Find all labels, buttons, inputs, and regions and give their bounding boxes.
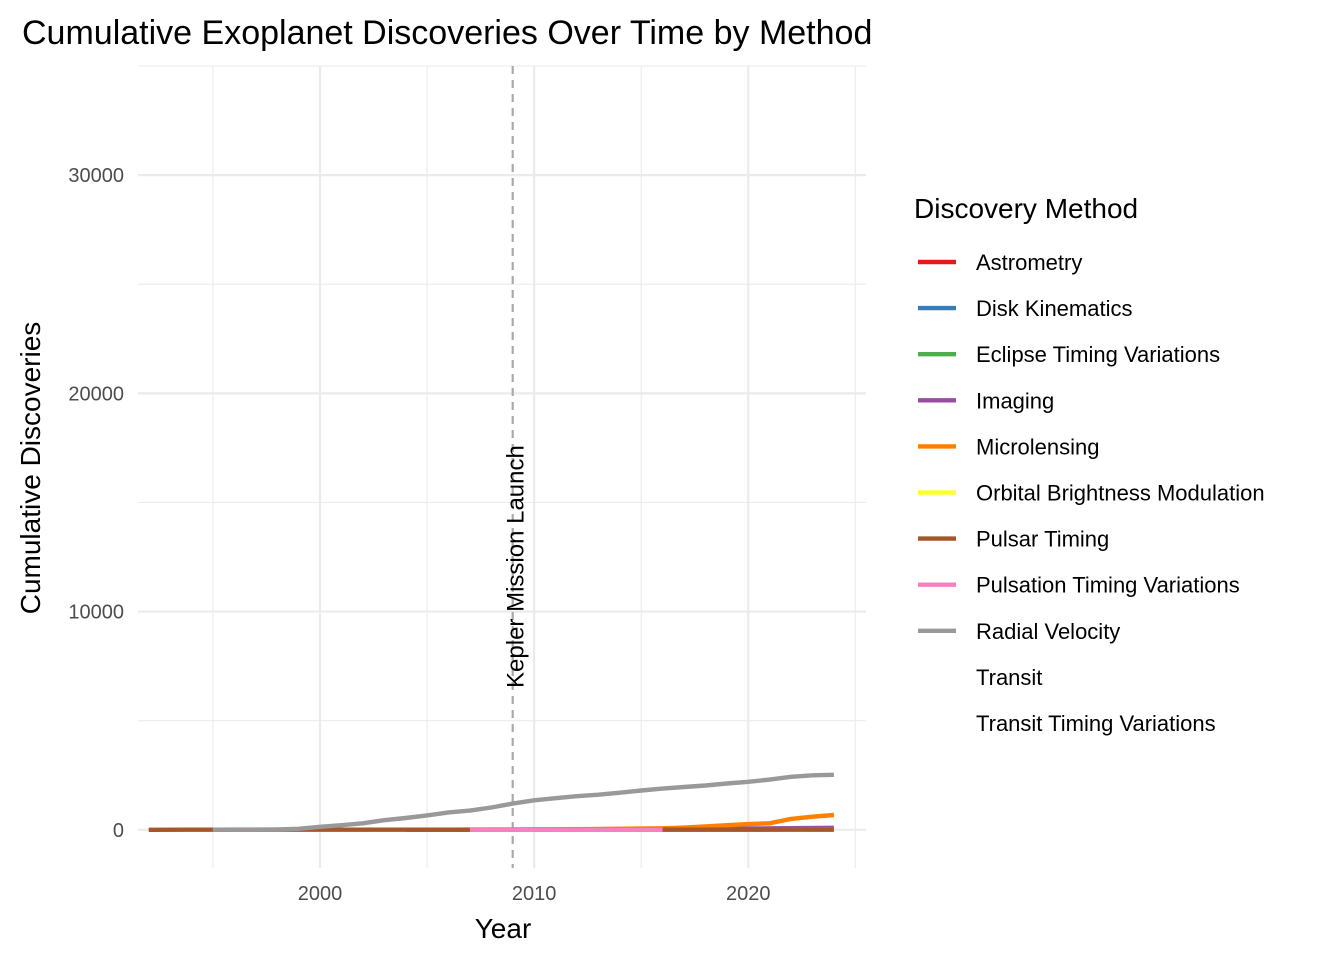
- y-tick-label: 0: [113, 820, 124, 842]
- x-tick-labels: 2000 2010 2020: [298, 883, 771, 905]
- y-tick-labels: 0 10000 20000 30000: [68, 165, 124, 842]
- legend-label: Pulsation Timing Variations: [976, 573, 1240, 598]
- legend-label: Pulsar Timing: [976, 527, 1109, 552]
- legend-label: Imaging: [976, 388, 1054, 413]
- series-lines: [148, 772, 835, 832]
- minor-gridlines: [138, 65, 866, 868]
- legend-title: Discovery Method: [914, 193, 1138, 224]
- kepler-annotation: Kepler Mission Launch: [503, 66, 530, 868]
- legend-label: Eclipse Timing Variations: [976, 342, 1220, 367]
- legend: Discovery Method Astrometry Disk Kinemati…: [914, 193, 1265, 736]
- y-tick-label: 20000: [68, 383, 124, 405]
- y-tick-label: 10000: [68, 602, 124, 624]
- legend-label: Astrometry: [976, 250, 1082, 275]
- series-line-radial-velocity: [212, 772, 834, 832]
- x-tick-label: 2010: [512, 883, 557, 905]
- y-tick-label: 30000: [68, 165, 124, 187]
- legend-label: Orbital Brightness Modulation: [976, 481, 1265, 506]
- x-tick-label: 2000: [298, 883, 343, 905]
- legend-label: Microlensing: [976, 434, 1100, 459]
- x-axis-title: Year: [475, 913, 532, 944]
- legend-label: Transit: [976, 665, 1042, 690]
- legend-label: Disk Kinematics: [976, 296, 1132, 321]
- legend-label: Radial Velocity: [976, 619, 1120, 644]
- chart-title: Cumulative Exoplanet Discoveries Over Ti…: [22, 14, 872, 52]
- x-tick-label: 2020: [726, 883, 771, 905]
- kepler-launch-label: Kepler Mission Launch: [503, 445, 530, 688]
- legend-label: Transit Timing Variations: [976, 711, 1216, 736]
- y-axis-title: Cumulative Discoveries: [15, 322, 46, 615]
